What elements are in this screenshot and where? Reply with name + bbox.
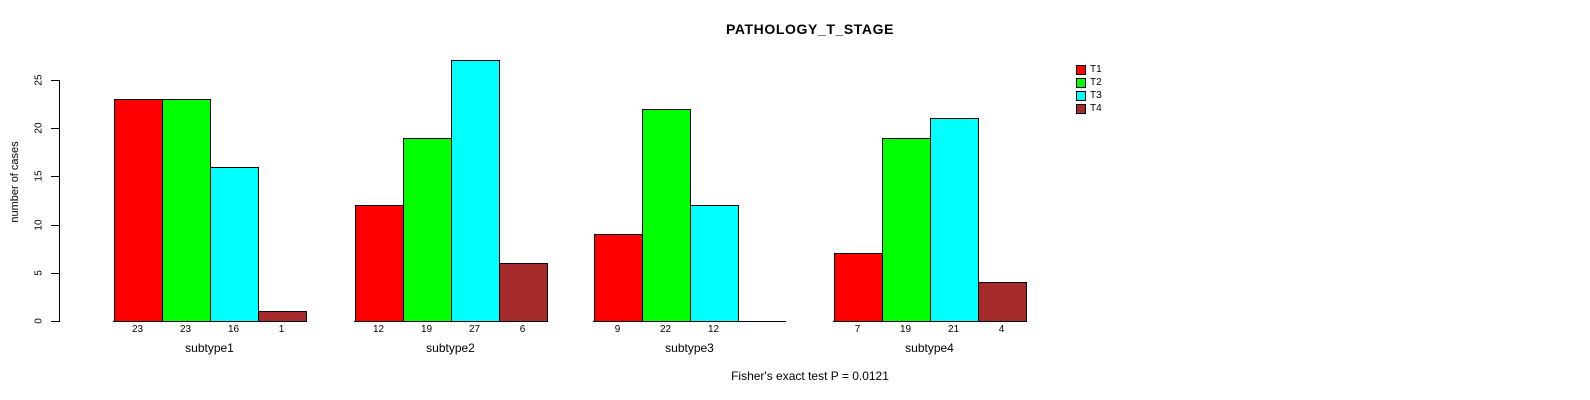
- bar-value-label: 19: [420, 324, 433, 335]
- annotation-text: Fisher's exact test P = 0.0121: [731, 369, 889, 383]
- bar-value-label: 1: [278, 324, 285, 335]
- y-tick-label: 0: [33, 318, 45, 324]
- y-tick: [51, 176, 60, 177]
- legend-item: T3: [1076, 89, 1102, 102]
- x-category-label: subtype1: [185, 341, 234, 355]
- bar-value-label: 4: [998, 324, 1005, 335]
- legend-item: T1: [1076, 63, 1102, 76]
- bar: [498, 263, 548, 322]
- y-tick: [51, 80, 60, 81]
- bar-value-label: 23: [131, 324, 144, 335]
- bar: [977, 282, 1027, 322]
- x-category-label: subtype2: [426, 341, 475, 355]
- bar-value-label: 7: [854, 324, 861, 335]
- bar: [354, 205, 404, 322]
- bar: [833, 253, 883, 322]
- legend-swatch: [1076, 103, 1086, 114]
- bar: [881, 138, 931, 322]
- y-tick: [51, 273, 60, 274]
- y-tick-label: 15: [33, 170, 45, 182]
- bar-value-label: 6: [519, 324, 526, 335]
- legend-swatch: [1076, 77, 1086, 88]
- legend-item: T4: [1076, 102, 1102, 115]
- bar-value-label: 21: [947, 324, 960, 335]
- y-tick-label: 10: [33, 219, 45, 231]
- x-category-label: subtype3: [665, 341, 714, 355]
- y-tick: [51, 321, 60, 322]
- legend: T1 T2 T3 T4: [1076, 63, 1102, 115]
- y-tick: [51, 128, 60, 129]
- legend-item: T2: [1076, 76, 1102, 89]
- bar-value-label: 22: [659, 324, 672, 335]
- bar: [641, 109, 691, 322]
- bar: [929, 118, 979, 322]
- bar: [113, 99, 163, 322]
- legend-label: T1: [1090, 63, 1102, 75]
- bar: [209, 167, 259, 322]
- bar: [689, 205, 739, 322]
- y-tick-label: 5: [33, 270, 45, 276]
- legend-swatch: [1076, 90, 1086, 101]
- bar: [257, 311, 307, 322]
- y-tick-label: 25: [33, 74, 45, 86]
- bar: [450, 60, 500, 322]
- bar-value-label: 12: [372, 324, 385, 335]
- bar-value-label: 27: [468, 324, 481, 335]
- legend-swatch: [1076, 64, 1086, 75]
- bar: [402, 138, 452, 322]
- bar-value-label: 9: [614, 324, 621, 335]
- chart-title: PATHOLOGY_T_STAGE: [725, 21, 895, 37]
- bar-value-label: 12: [707, 324, 720, 335]
- y-tick: [51, 225, 60, 226]
- y-axis-line: [59, 80, 60, 322]
- legend-label: T2: [1090, 76, 1102, 88]
- legend-label: T3: [1090, 89, 1102, 101]
- bar-value-label: 16: [227, 324, 240, 335]
- bar-value-label: 23: [179, 324, 192, 335]
- x-category-label: subtype4: [905, 341, 954, 355]
- bar: [593, 234, 643, 322]
- bar-value-label: 19: [899, 324, 912, 335]
- legend-label: T4: [1090, 102, 1102, 114]
- bar: [161, 99, 211, 322]
- y-axis-label: number of cases: [9, 141, 21, 223]
- y-tick-label: 20: [33, 122, 45, 134]
